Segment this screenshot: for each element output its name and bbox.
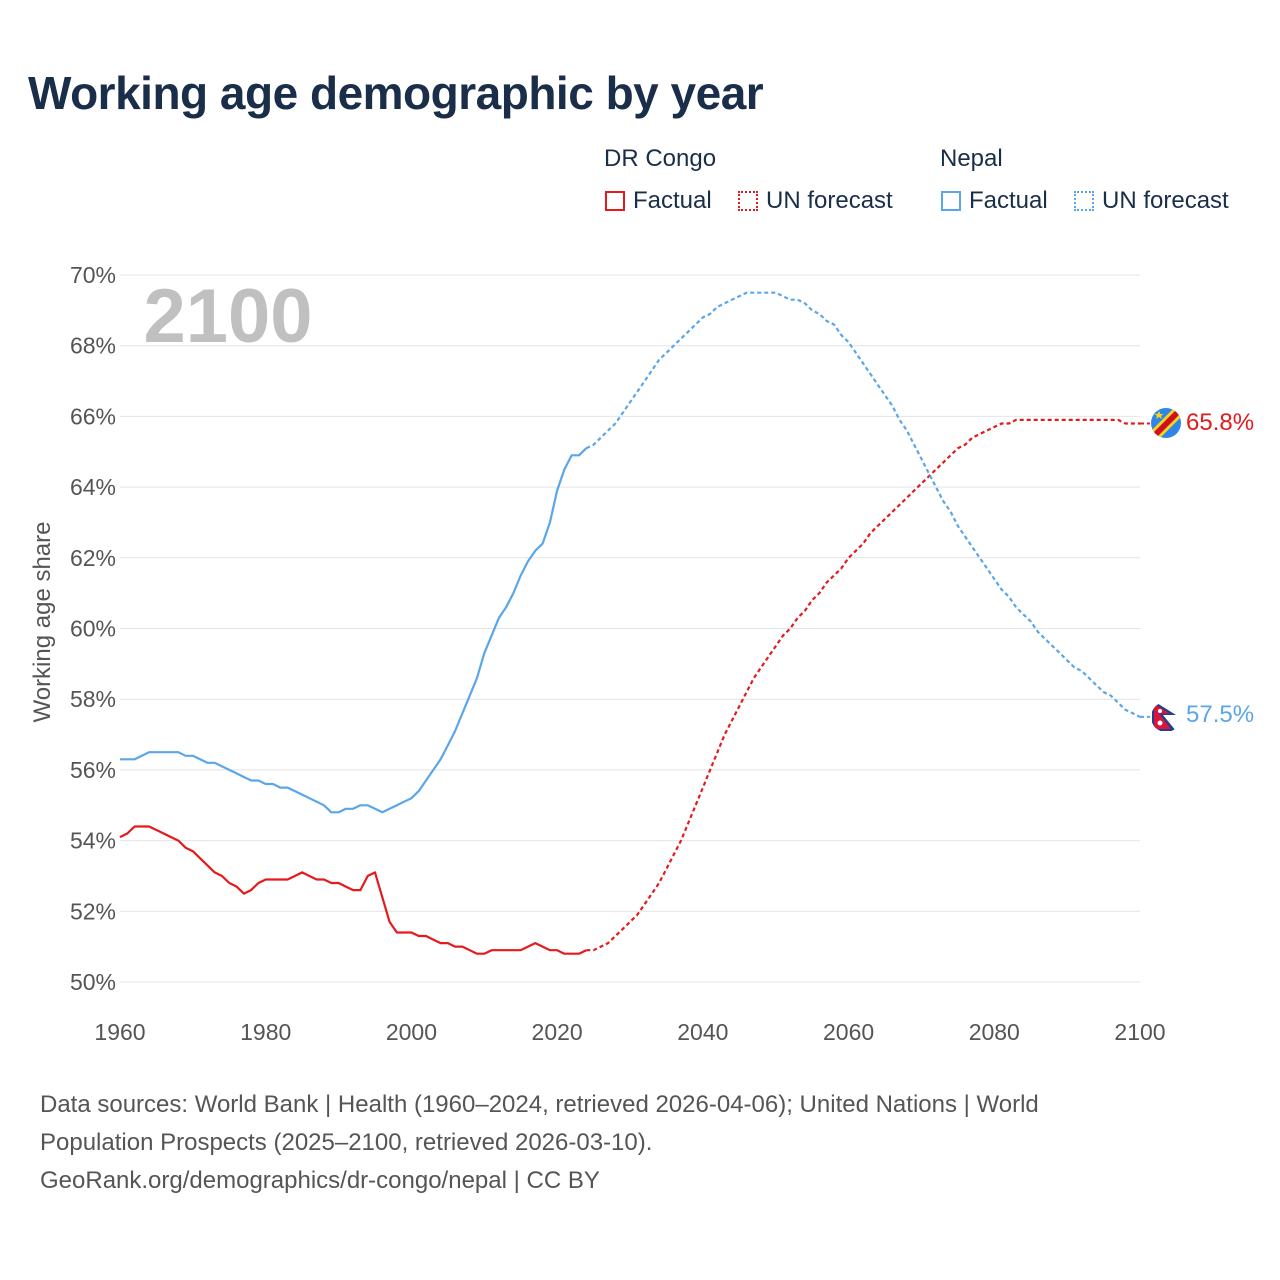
x-tick-label: 2020: [532, 1019, 583, 1045]
grid: [120, 274, 1140, 983]
chart-title: Working age demographic by year: [28, 67, 764, 119]
legend-dr-congo-forecast[interactable]: UN forecast: [738, 187, 893, 215]
x-tick-label: 2000: [386, 1019, 437, 1045]
x-tick-label: 2100: [1114, 1019, 1165, 1045]
y-tick-label: 56%: [70, 757, 116, 783]
y-axis: 50% 52% 54% 56% 58% 60% 62% 64% 66% 68% 70%: [70, 262, 116, 995]
y-tick-label: 64%: [70, 474, 116, 500]
y-tick-label: 70%: [70, 262, 116, 288]
legend-label: UN forecast: [766, 187, 893, 214]
legend-nepal-name: Nepal: [940, 145, 1003, 172]
legend-dr-congo-name: DR Congo: [604, 145, 717, 172]
x-tick-label: 1960: [94, 1019, 145, 1045]
nepal-factual-line: [120, 447, 588, 814]
year-watermark: 2100: [143, 274, 312, 359]
sources-line: Data sources: World Bank | Health (1960–…: [40, 1091, 1039, 1118]
legend-swatch-dotted-icon: [1074, 191, 1094, 211]
dr-congo-flag-icon: [1151, 408, 1181, 438]
y-tick-label: 68%: [70, 333, 116, 359]
sources-line: Population Prospects (2025–2100, retriev…: [40, 1129, 653, 1156]
y-tick-label: 66%: [70, 403, 116, 429]
y-axis-title: Working age share: [29, 522, 56, 723]
dr-congo-factual-line: [119, 825, 587, 955]
y-tick-label: 52%: [70, 898, 116, 924]
legend-nepal-forecast[interactable]: UN forecast: [1074, 187, 1229, 215]
dr-congo-forecast-line: [586, 418, 1140, 952]
legend-swatch-solid-icon: [605, 191, 625, 211]
legend-dr-congo-factual[interactable]: Factual: [605, 187, 712, 215]
nepal-end-label: 57.5%: [1186, 701, 1254, 728]
legend-swatch-dotted-icon: [738, 191, 758, 211]
nepal-flag-icon: [1151, 702, 1181, 732]
y-tick-label: 58%: [70, 686, 116, 712]
y-tick-label: 60%: [70, 616, 116, 642]
legend-swatch-solid-icon: [941, 191, 961, 211]
x-tick-label: 2040: [677, 1019, 728, 1045]
x-tick-label: 2060: [823, 1019, 874, 1045]
line-chart: 50%52%54%56%58%60%62%64%66%68%70% 1960 19…: [29, 262, 1254, 1045]
nepal-forecast-line: [585, 291, 1141, 718]
legend-label: Factual: [969, 187, 1048, 214]
y-tick-label: 54%: [70, 828, 116, 854]
x-tick-label: 2080: [969, 1019, 1020, 1045]
sources-link[interactable]: GeoRank.org/demographics/dr-congo/nepal …: [40, 1167, 600, 1194]
legend-label: Factual: [633, 187, 712, 214]
y-tick-label: 62%: [70, 545, 116, 571]
y-tick-label: 50%: [70, 969, 116, 995]
series: [119, 291, 1150, 955]
x-axis: 1960 1980 2000 2020 2040 2060 2080 2100: [94, 1019, 1165, 1045]
legend-nepal-factual[interactable]: Factual: [941, 187, 1048, 215]
dr-congo-end-label: 65.8%: [1186, 409, 1254, 436]
x-tick-label: 1980: [240, 1019, 291, 1045]
data-sources: Data sources: World Bank | Health (1960–…: [40, 1086, 1240, 1200]
legend-label: UN forecast: [1102, 187, 1229, 214]
